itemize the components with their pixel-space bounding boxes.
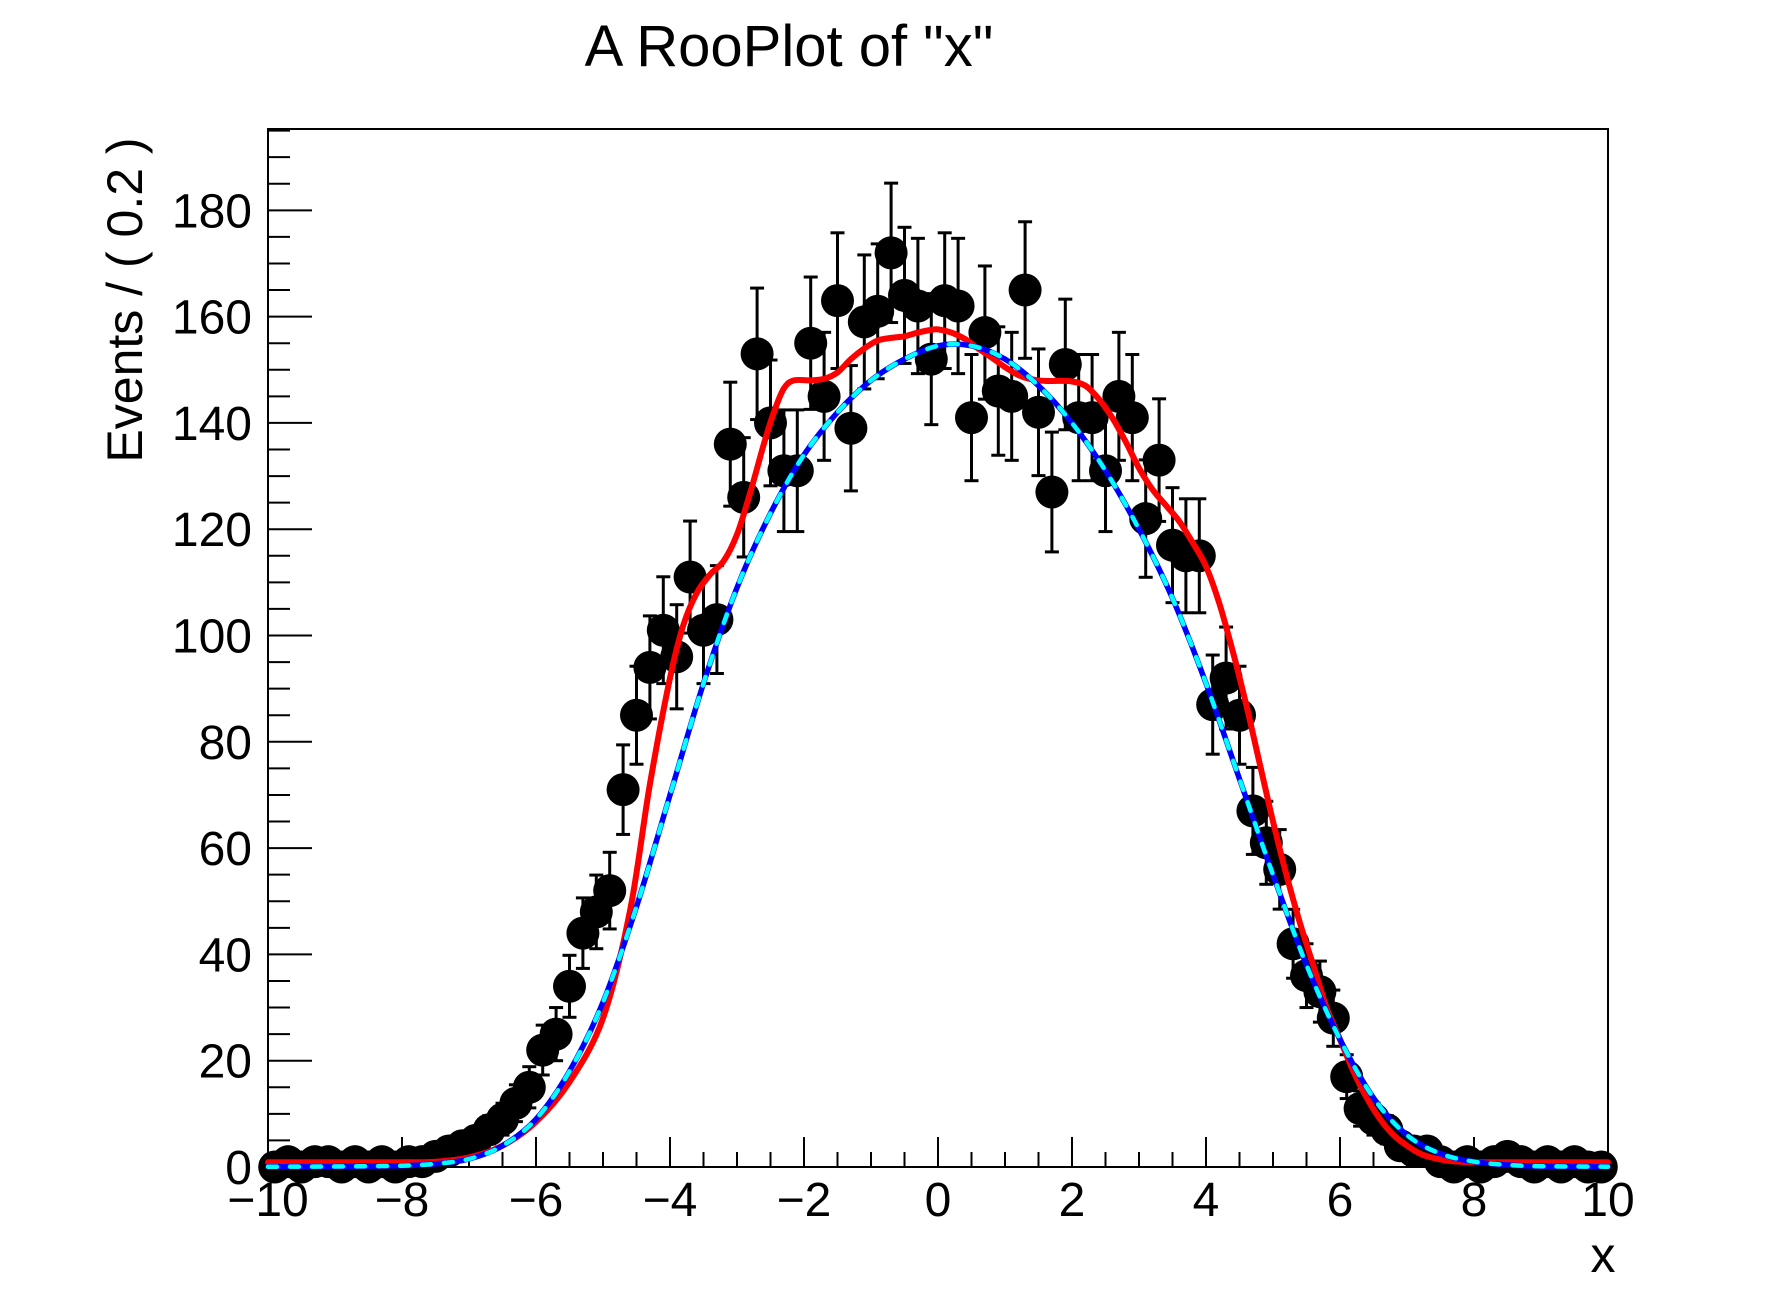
- data-point: [539, 1017, 573, 1051]
- data-point: [941, 289, 975, 323]
- data-point: [620, 698, 653, 732]
- data-point: [646, 613, 680, 647]
- data-point: [1048, 347, 1082, 381]
- x-tick-label: −8: [375, 1174, 430, 1227]
- y-tick-label: 160: [172, 292, 252, 345]
- data-point: [874, 236, 908, 270]
- y-tick-label: 0: [225, 1142, 252, 1195]
- plot-area: −10 −8 −6 −4 −2 0 2 4 6 8 100204060801001201401601…: [172, 128, 1635, 1227]
- y-tick-label: 140: [172, 398, 252, 451]
- y-tick-label: 180: [172, 185, 252, 238]
- data-point: [1142, 443, 1176, 477]
- y-tick-label: 40: [199, 929, 252, 982]
- data-point: [995, 379, 1029, 413]
- x-axis-title: x: [1591, 1227, 1616, 1283]
- data-point: [794, 326, 828, 360]
- data-point: [1209, 661, 1243, 695]
- y-axis-title: Events / ( 0.2 ): [97, 137, 153, 462]
- data-point: [633, 650, 667, 684]
- data-point: [1022, 395, 1055, 429]
- x-tick-label: −6: [509, 1174, 564, 1227]
- x-tick-label: 2: [1059, 1174, 1086, 1227]
- y-tick-label: 80: [199, 717, 252, 770]
- data-point: [713, 427, 747, 461]
- y-tick-label: 100: [172, 611, 252, 664]
- data-point: [1035, 475, 1069, 509]
- data-point: [807, 379, 841, 413]
- y-tick-label: 60: [199, 823, 252, 876]
- plot-frame: [267, 128, 1609, 1168]
- data-point: [1075, 401, 1109, 435]
- y-tick-label: 20: [199, 1036, 252, 1089]
- data-point: [1008, 273, 1042, 307]
- x-tick-label: 4: [1193, 1174, 1220, 1227]
- data-point: [512, 1070, 546, 1104]
- blue-fit-curve: [265, 341, 1611, 1170]
- red-fit-curve: [265, 326, 1611, 1166]
- x-tick-label: 6: [1327, 1174, 1354, 1227]
- x-tick-label: −4: [643, 1174, 698, 1227]
- data-point: [740, 337, 774, 371]
- data-point: [955, 401, 988, 435]
- y-tick-label: 120: [172, 504, 252, 557]
- data-point: [606, 773, 640, 807]
- data-point: [834, 411, 868, 445]
- x-tick-label: 0: [925, 1174, 952, 1227]
- data-point: [861, 294, 895, 328]
- data-point: [821, 284, 854, 318]
- x-tick-label: −2: [777, 1174, 832, 1227]
- data-point: [1115, 401, 1149, 435]
- cyan-fit-curve: [265, 341, 1611, 1169]
- data-point: [553, 969, 586, 1003]
- data-point: [901, 289, 935, 323]
- plot-title: A RooPlot of "x": [585, 14, 994, 79]
- data-point: [593, 874, 627, 908]
- x-tick-label: −10: [227, 1174, 308, 1227]
- data-point: [968, 316, 1002, 350]
